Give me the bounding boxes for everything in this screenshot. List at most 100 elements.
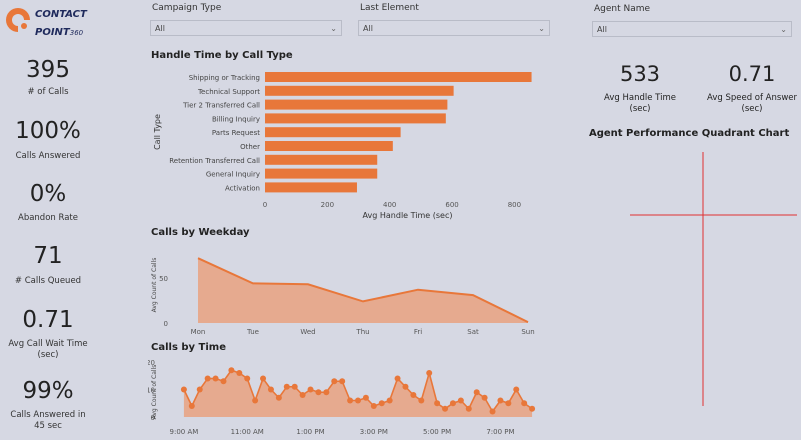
time-point-17	[315, 389, 322, 396]
kpi-wait-label: Avg Call Wait Time (sec)	[8, 339, 88, 360]
kpi-answered-value: 100%	[15, 118, 81, 144]
time-point-41	[505, 400, 512, 407]
bar-3	[265, 113, 446, 124]
time-point-0	[180, 386, 187, 393]
weekday-y-tick-1: 50	[159, 275, 168, 283]
bar-label-1: Technical Support	[197, 88, 260, 96]
weekday-chart: 0 50 Mon Tue Wed Thu Fri Sat Sun Avg Count of Cal…	[151, 257, 535, 336]
time-point-27	[394, 375, 401, 382]
weekday-title: Calls by Weekday	[151, 227, 250, 238]
kpi-handle-time-value: 533	[619, 62, 661, 86]
chevron-down-icon: ⌄	[538, 23, 545, 33]
time-point-30	[418, 397, 425, 404]
bar-label-6: Retention Transferred Call	[169, 157, 260, 165]
time-x-tick-0: 9:00 AM	[170, 428, 199, 436]
time-point-31	[426, 370, 433, 376]
chevron-down-icon: ⌄	[780, 24, 787, 34]
time-point-43	[521, 400, 528, 407]
kpi-speed-label: Avg Speed of Answer (sec)	[707, 93, 797, 114]
time-point-14	[291, 383, 298, 390]
time-chart: 0 10 20 9:00 AM 11:00 AM 1:00 PM 3:00 PM 5:00 P…	[148, 359, 536, 436]
time-point-21	[347, 397, 354, 404]
time-x-tick-2: 1:00 PM	[296, 428, 324, 436]
time-point-28	[402, 383, 409, 390]
weekday-x-tick-6: Sun	[521, 328, 534, 336]
logo: CONTACT POINT360	[4, 4, 88, 38]
time-x-tick-1: 11:00 AM	[231, 428, 264, 436]
weekday-area	[198, 258, 528, 323]
time-point-7	[236, 370, 243, 376]
kpi-abandon-value: 0%	[29, 181, 67, 207]
kpi-calls-label: # of Calls	[27, 87, 69, 97]
bar-8	[265, 182, 357, 193]
time-point-29	[410, 392, 417, 398]
logo-suffix: 360	[69, 29, 84, 37]
x-tick-1: 200	[321, 201, 334, 209]
weekday-x-tick-3: Thu	[355, 328, 369, 336]
time-point-44	[529, 405, 536, 412]
bar-label-2: Tier 2 Transferred Call	[182, 102, 260, 110]
weekday-x-tick-5: Sat	[467, 328, 479, 336]
bar-5	[265, 141, 393, 151]
time-point-16	[307, 386, 314, 393]
time-point-10	[260, 375, 267, 382]
time-point-18	[323, 389, 330, 396]
time-point-3	[204, 375, 211, 382]
time-point-13	[283, 383, 290, 390]
x-tick-2: 400	[383, 201, 396, 209]
time-point-1	[188, 403, 195, 409]
weekday-x-tick-2: Wed	[300, 328, 315, 336]
logo-line1: CONTACT	[35, 9, 87, 20]
x-axis-label: Avg Handle Time (sec)	[363, 211, 453, 220]
time-x-tick-4: 5:00 PM	[423, 428, 451, 436]
x-tick-3: 600	[445, 201, 458, 209]
bar-label-0: Shipping or Tracking	[189, 74, 260, 82]
time-point-24	[370, 403, 377, 409]
kpi-calls-value: 395	[26, 57, 70, 83]
slicer-agent-dropdown[interactable]: All ⌄	[592, 21, 792, 37]
weekday-x-tick-1: Tue	[246, 328, 259, 336]
slicer-campaign-dropdown[interactable]: All ⌄	[150, 20, 342, 36]
slicer-last-element-dropdown[interactable]: All ⌄	[358, 20, 550, 36]
kpi-abandon-label: Abandon Rate	[18, 213, 78, 223]
time-point-20	[339, 378, 346, 385]
logo-line2: POINT	[35, 27, 70, 38]
time-point-4	[212, 375, 219, 382]
time-title: Calls by Time	[151, 342, 226, 353]
time-y-tick-2: 20	[148, 359, 155, 367]
time-x-tick-3: 3:00 PM	[360, 428, 388, 436]
slicer-agent-title: Agent Name	[594, 4, 651, 14]
weekday-y-axis-label: Avg Count of Calls	[151, 258, 158, 313]
handle-time-title: Handle Time by Call Type	[151, 50, 293, 61]
slicer-campaign-title: Campaign Type	[152, 3, 222, 13]
weekday-x-tick-4: Fri	[414, 328, 422, 336]
time-y-tick-0: 0	[151, 414, 155, 422]
bar-0	[265, 72, 532, 82]
time-point-35	[457, 397, 464, 404]
time-point-32	[434, 400, 441, 407]
time-point-37	[473, 389, 480, 396]
bar-2	[265, 99, 448, 110]
time-point-42	[513, 386, 520, 393]
time-point-2	[196, 386, 203, 393]
time-point-19	[331, 378, 338, 385]
x-tick-0: 0	[263, 201, 267, 209]
time-point-33	[442, 405, 449, 412]
time-y-axis-label: Avg Count of Calls	[151, 365, 158, 420]
time-point-25	[378, 400, 385, 407]
time-point-5	[220, 378, 227, 385]
quadrant-title: Agent Performance Quadrant Chart	[589, 128, 790, 139]
time-x-tick-5: 7:00 PM	[486, 428, 514, 436]
y-axis-label: Call Type	[153, 114, 162, 150]
kpi-45sec-label: Calls Answered in 45 sec	[10, 410, 86, 431]
time-point-34	[449, 400, 456, 407]
chevron-down-icon: ⌄	[330, 23, 337, 33]
slicer-campaign-value: All	[155, 23, 165, 33]
time-point-39	[489, 408, 496, 415]
bar-1	[265, 85, 454, 96]
time-y-tick-1: 10	[148, 387, 155, 395]
bar-4	[265, 127, 401, 138]
time-point-26	[386, 397, 393, 404]
x-tick-4: 800	[508, 201, 521, 209]
time-point-36	[465, 405, 472, 412]
